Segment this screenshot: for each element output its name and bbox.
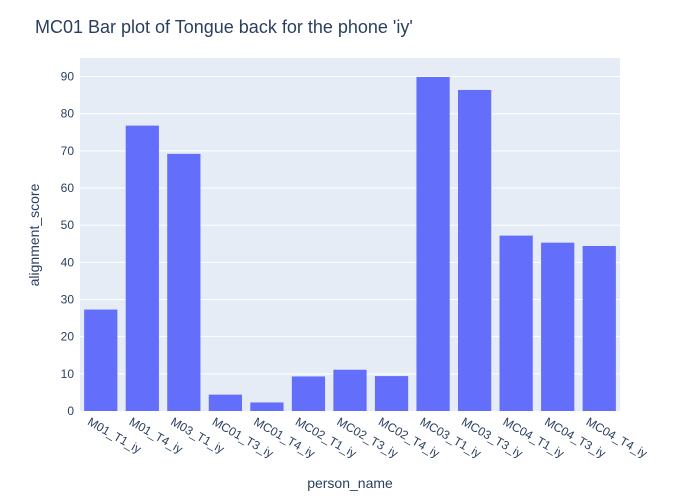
bar-MC02_T3_iy[interactable] <box>333 369 367 411</box>
x-axis-title: person_name <box>307 475 393 491</box>
chart-title: MC01 Bar plot of Tongue back for the pho… <box>35 17 413 37</box>
y-axis-title: alignment_score <box>26 183 42 286</box>
bar-MC02_T1_iy[interactable] <box>291 376 326 411</box>
bar-M01_T4_iy[interactable] <box>125 125 159 411</box>
y-tick-label: 90 <box>61 70 75 84</box>
y-tick-label: 40 <box>61 255 75 269</box>
bar-MC01_T3_iy[interactable] <box>208 394 242 411</box>
y-tick-label: 0 <box>67 404 74 418</box>
y-tick-label: 50 <box>61 218 75 232</box>
bar-MC01_T4_iy[interactable] <box>250 402 284 411</box>
bar-MC03_T1_iy[interactable] <box>416 76 450 411</box>
bar-M01_T1_iy[interactable] <box>84 309 118 411</box>
bar-MC04_T1_iy[interactable] <box>499 235 533 411</box>
bar-MC04_T4_iy[interactable] <box>582 246 616 411</box>
y-tick-label: 20 <box>61 330 75 344</box>
y-tick-label: 80 <box>61 107 75 121</box>
x-axis-ticks: M01_T1_iyM01_T4_iyM03_T1_iyMC01_T3_iyMC0… <box>85 414 649 460</box>
bar-MC03_T3_iy[interactable] <box>458 89 492 412</box>
y-tick-label: 10 <box>61 367 75 381</box>
plot-area <box>80 58 620 411</box>
bar-MC04_T3_iy[interactable] <box>541 242 575 411</box>
y-axis-ticks: 0 10 20 30 40 50 60 70 80 90 <box>61 70 75 418</box>
bars <box>84 76 616 412</box>
y-tick-label: 70 <box>61 144 75 158</box>
y-tick-label: 60 <box>61 181 75 195</box>
y-tick-label: 30 <box>61 293 75 307</box>
bar-MC02_T4_iy[interactable] <box>374 376 409 411</box>
bar-M03_T1_iy[interactable] <box>167 153 201 411</box>
